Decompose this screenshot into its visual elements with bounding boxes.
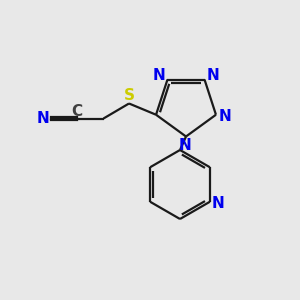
Text: N: N <box>219 109 231 124</box>
Text: N: N <box>178 138 191 153</box>
Text: N: N <box>153 68 166 83</box>
Text: N: N <box>37 111 50 126</box>
Text: C: C <box>71 103 82 118</box>
Text: N: N <box>212 196 225 211</box>
Text: N: N <box>206 68 219 83</box>
Text: S: S <box>124 88 135 104</box>
